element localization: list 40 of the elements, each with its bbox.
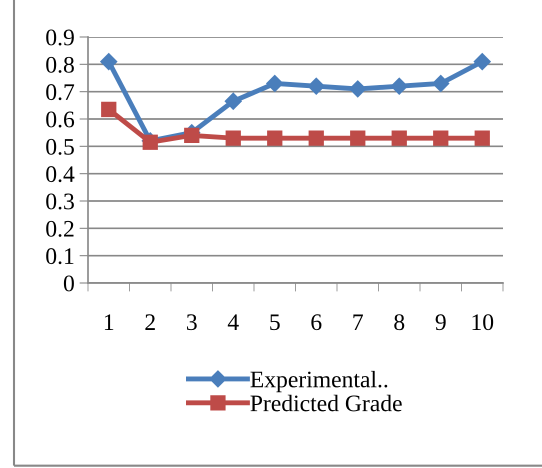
point [433,130,448,146]
point [267,130,282,146]
legend-label: Predicted Grade [250,394,402,412]
x-tick-label: 7 [353,314,363,330]
y-tick-label: 0.1 [46,248,74,264]
point [432,74,450,92]
point [226,130,241,146]
point [474,130,490,146]
point [224,92,242,110]
point [474,53,491,70]
x-tick-label: 3 [186,314,197,330]
point [390,78,408,95]
point [101,102,116,118]
legend-label: Experimental.. [250,370,388,392]
point [349,80,366,98]
x-tick-label: 9 [436,314,446,330]
y-tick-label: 0.5 [46,138,74,155]
y-tick-label: 0.2 [46,220,74,237]
point [308,78,325,95]
x-tick-label: 2 [145,314,155,330]
y-tick-label: 0.7 [46,84,74,100]
x-tick-label: 8 [394,314,404,330]
y-tick-label: 0.9 [46,29,74,46]
point [350,130,366,146]
y-tick-label: 0.8 [46,56,74,73]
x-tick-label: 5 [270,314,280,330]
point [184,128,200,144]
x-tick-label: 10 [472,314,494,330]
y-tick-label: 0.6 [46,111,74,128]
y-tick-label: 0.4 [46,166,74,182]
x-tick-label: 6 [311,314,322,330]
point [100,53,118,70]
x-tick-label: 4 [228,314,239,330]
point [266,74,284,92]
point [142,134,158,150]
y-tick-label: 0.3 [46,193,74,210]
point [392,130,407,146]
y-tick-label: 0 [64,275,74,292]
x-tick-label: 1 [104,314,114,330]
point [308,130,324,146]
